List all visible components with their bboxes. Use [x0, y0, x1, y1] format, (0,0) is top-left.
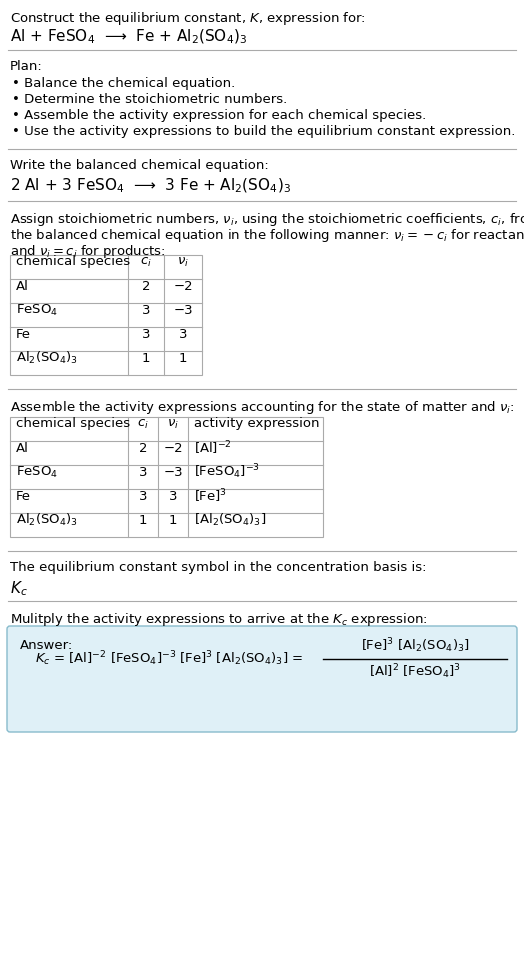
Text: Al$_2$(SO$_4$)$_3$: Al$_2$(SO$_4$)$_3$	[16, 512, 78, 528]
Text: 3: 3	[169, 489, 177, 502]
Text: 1: 1	[179, 351, 187, 365]
Text: The equilibrium constant symbol in the concentration basis is:: The equilibrium constant symbol in the c…	[10, 561, 427, 574]
Text: chemical species: chemical species	[16, 256, 130, 269]
Text: Plan:: Plan:	[10, 60, 43, 73]
Text: 1: 1	[139, 514, 147, 526]
Text: • Determine the stoichiometric numbers.: • Determine the stoichiometric numbers.	[12, 93, 287, 106]
Text: $K_c$: $K_c$	[10, 579, 28, 598]
Text: Answer:: Answer:	[20, 639, 73, 652]
Text: 3: 3	[179, 327, 187, 341]
Text: Al + FeSO$_4$  ⟶  Fe + Al$_2$(SO$_4$)$_3$: Al + FeSO$_4$ ⟶ Fe + Al$_2$(SO$_4$)$_3$	[10, 28, 247, 46]
FancyBboxPatch shape	[7, 626, 517, 732]
Text: the balanced chemical equation in the following manner: $\nu_i = -c_i$ for react: the balanced chemical equation in the fo…	[10, 227, 524, 244]
Text: Mulitply the activity expressions to arrive at the $K_c$ expression:: Mulitply the activity expressions to arr…	[10, 611, 428, 628]
Text: −2: −2	[163, 441, 183, 455]
Text: Write the balanced chemical equation:: Write the balanced chemical equation:	[10, 159, 269, 172]
Text: $\nu_i$: $\nu_i$	[177, 256, 189, 269]
Text: $K_c$ = [Al]$^{-2}$ [FeSO$_4$]$^{-3}$ [Fe]$^3$ [Al$_2$(SO$_4$)$_3$] =: $K_c$ = [Al]$^{-2}$ [FeSO$_4$]$^{-3}$ [F…	[35, 650, 303, 668]
Text: [Fe]$^3$: [Fe]$^3$	[194, 487, 227, 504]
Text: −2: −2	[173, 279, 193, 293]
Text: Al$_2$(SO$_4$)$_3$: Al$_2$(SO$_4$)$_3$	[16, 350, 78, 366]
Text: $c_i$: $c_i$	[140, 256, 152, 269]
Text: [Al$_2$(SO$_4$)$_3$]: [Al$_2$(SO$_4$)$_3$]	[194, 512, 266, 528]
Text: [FeSO$_4$]$^{-3}$: [FeSO$_4$]$^{-3}$	[194, 462, 260, 481]
Text: Construct the equilibrium constant, $K$, expression for:: Construct the equilibrium constant, $K$,…	[10, 10, 366, 27]
Text: Assign stoichiometric numbers, $\nu_i$, using the stoichiometric coefficients, $: Assign stoichiometric numbers, $\nu_i$, …	[10, 211, 524, 228]
Text: −3: −3	[163, 465, 183, 478]
Text: 3: 3	[139, 465, 147, 478]
Text: $\nu_i$: $\nu_i$	[167, 417, 179, 431]
Text: 3: 3	[142, 327, 150, 341]
Text: Fe: Fe	[16, 489, 31, 502]
Text: $c_i$: $c_i$	[137, 417, 149, 431]
Text: 2 Al + 3 FeSO$_4$  ⟶  3 Fe + Al$_2$(SO$_4$)$_3$: 2 Al + 3 FeSO$_4$ ⟶ 3 Fe + Al$_2$(SO$_4$…	[10, 177, 291, 195]
Text: 2: 2	[139, 441, 147, 455]
Text: [Al]$^{-2}$: [Al]$^{-2}$	[194, 439, 232, 456]
Text: FeSO$_4$: FeSO$_4$	[16, 302, 58, 318]
Text: 3: 3	[139, 489, 147, 502]
Bar	[10, 255, 202, 375]
Text: 1: 1	[169, 514, 177, 526]
Text: activity expression: activity expression	[194, 417, 320, 431]
Text: [Fe]$^3$ [Al$_2$(SO$_4$)$_3$]: [Fe]$^3$ [Al$_2$(SO$_4$)$_3$]	[361, 636, 470, 656]
Text: Fe: Fe	[16, 327, 31, 341]
Text: 3: 3	[142, 303, 150, 317]
Text: FeSO$_4$: FeSO$_4$	[16, 464, 58, 479]
Text: • Use the activity expressions to build the equilibrium constant expression.: • Use the activity expressions to build …	[12, 125, 516, 138]
Text: −3: −3	[173, 303, 193, 317]
Text: 2: 2	[142, 279, 150, 293]
Text: chemical species: chemical species	[16, 417, 130, 431]
Text: and $\nu_i = c_i$ for products:: and $\nu_i = c_i$ for products:	[10, 243, 166, 260]
Bar	[10, 417, 323, 537]
Text: 1: 1	[142, 351, 150, 365]
Text: Al: Al	[16, 441, 29, 455]
Text: • Assemble the activity expression for each chemical species.: • Assemble the activity expression for e…	[12, 109, 426, 122]
Text: [Al]$^2$ [FeSO$_4$]$^3$: [Al]$^2$ [FeSO$_4$]$^3$	[369, 662, 461, 681]
Text: Assemble the activity expressions accounting for the state of matter and $\nu_i$: Assemble the activity expressions accoun…	[10, 399, 515, 416]
Text: Al: Al	[16, 279, 29, 293]
Text: • Balance the chemical equation.: • Balance the chemical equation.	[12, 77, 235, 90]
